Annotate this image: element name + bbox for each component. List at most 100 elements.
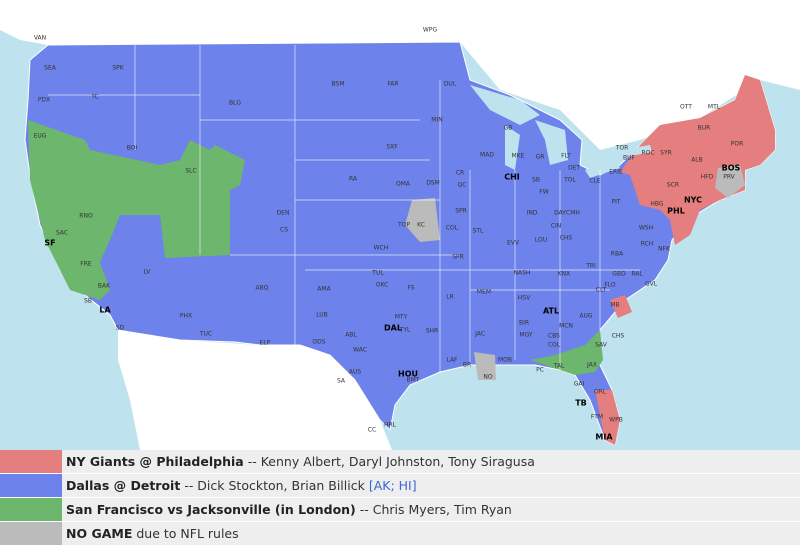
market-label: CHS — [560, 235, 573, 242]
market-label: SD — [116, 325, 125, 332]
market-label: DSM — [426, 180, 440, 187]
red-region — [620, 75, 775, 245]
market-label: WAC — [353, 347, 367, 354]
market-label: DEN — [277, 210, 290, 217]
green-region — [28, 120, 245, 300]
team-market-label: MIA — [595, 433, 613, 442]
market-label: SA — [337, 378, 346, 385]
market-label: RNO — [79, 213, 93, 220]
market-label: ABQ — [256, 285, 269, 292]
market-label: BMT — [407, 377, 420, 384]
market-label: ABL — [345, 332, 357, 339]
market-label: EUG — [34, 133, 47, 140]
market-label: MTL — [708, 104, 721, 111]
market-label: ODS — [312, 339, 325, 346]
market-label: WSH — [639, 225, 653, 232]
market-label: STL — [473, 228, 484, 235]
red-region — [610, 295, 632, 318]
market-label: PRV — [723, 174, 735, 181]
market-label: MB — [610, 302, 619, 309]
market-label: TOR — [615, 145, 629, 152]
state-borders — [48, 45, 640, 372]
team-market-label: ATL — [543, 307, 559, 316]
market-label: FLO — [604, 282, 616, 289]
market-label: POR — [731, 141, 744, 148]
market-label: CIN — [551, 223, 561, 230]
market-label: AUS — [349, 369, 361, 376]
market-label: FLT — [561, 153, 571, 160]
market-label: RCH — [641, 241, 654, 248]
market-label: TRI — [585, 263, 596, 270]
team-market-label: PHL — [667, 207, 685, 216]
extra-markets[interactable]: [AK; HI] — [368, 478, 417, 493]
map: VAN WPG SEA SPK PDX TC EUG BOI BLG BSM FAR DUL MIN GB… — [0, 0, 800, 450]
legend-row: Dallas @ Detroit -- Dick Stockton, Brian … — [0, 474, 800, 497]
market-label: WCH — [374, 245, 389, 252]
market-label: COL — [548, 342, 561, 349]
market-label: OMA — [396, 181, 411, 188]
market-label: KNX — [558, 271, 571, 278]
legend-row: San Francisco vs Jacksonville (in London… — [0, 498, 800, 521]
market-label: TYL — [399, 327, 411, 334]
gray-region — [474, 352, 496, 380]
market-label: AUG — [579, 313, 592, 320]
market-label: MCN — [559, 323, 573, 330]
market-label: CR — [456, 170, 464, 177]
market-label: ERIE — [609, 169, 623, 176]
market-label: MEM — [477, 289, 491, 296]
market-label: TAL — [553, 363, 565, 370]
market-label: TC — [90, 94, 99, 101]
market-label: FS — [407, 285, 414, 292]
market-label: PC — [536, 367, 544, 374]
game-name: NY Giants @ Philadelphia — [66, 454, 244, 469]
market-label: FRE — [80, 261, 92, 268]
market-label: GBD — [612, 271, 626, 278]
announcers: -- Dick Stockton, Brian Billick — [184, 478, 365, 493]
market-label: EVV — [507, 240, 520, 247]
market-label: MOB — [498, 357, 512, 364]
market-label: MTY — [395, 314, 408, 321]
market-label: MAD — [480, 152, 494, 159]
market-label: OKC — [376, 282, 389, 289]
market-label: GB — [504, 125, 513, 132]
market-label: TOP — [397, 222, 410, 229]
market-label: PHX — [180, 313, 192, 320]
market-label: NO — [483, 374, 492, 381]
legend-swatch — [0, 474, 62, 497]
market-label: DUL — [444, 81, 457, 88]
market-label: LUB — [316, 312, 328, 319]
market-label: BLG — [229, 100, 241, 107]
red-region — [595, 390, 620, 445]
market-label: BSM — [332, 81, 345, 88]
market-label: HBG — [650, 201, 664, 208]
market-label: CC — [368, 427, 376, 434]
market-label: JAX — [586, 362, 597, 369]
market-label: GVL — [645, 281, 658, 288]
market-label: CLT — [596, 287, 607, 294]
market-label: SAV — [595, 342, 608, 349]
team-market-label: HOU — [398, 370, 418, 379]
gray-region — [715, 165, 745, 198]
team-market-label: SF — [44, 239, 55, 248]
market-label: LOU — [535, 237, 547, 244]
market-label: COL — [446, 225, 459, 232]
game-name: NO GAME — [66, 526, 133, 541]
market-label: MIN — [431, 117, 442, 124]
market-label: QC — [458, 182, 467, 189]
market-label: SPK — [112, 65, 124, 72]
market-label: HFD — [701, 174, 714, 181]
market-label: BR — [463, 362, 471, 369]
market-label: CHS — [612, 333, 625, 340]
great-lakes — [470, 85, 652, 178]
market-label: MKE — [512, 153, 525, 160]
market-label: ALB — [691, 157, 703, 164]
market-label: ORL — [594, 389, 607, 396]
legend: NY Giants @ Philadelphia -- Kenny Albert,… — [0, 450, 800, 545]
game-name: San Francisco vs Jacksonville (in London… — [66, 502, 356, 517]
market-label: NFK — [658, 246, 671, 253]
team-market-label: CHI — [504, 173, 520, 182]
market-label: DET — [568, 165, 580, 172]
market-label: GAI — [574, 381, 585, 388]
market-label: IND — [527, 210, 538, 217]
market-label: AMA — [317, 286, 331, 293]
